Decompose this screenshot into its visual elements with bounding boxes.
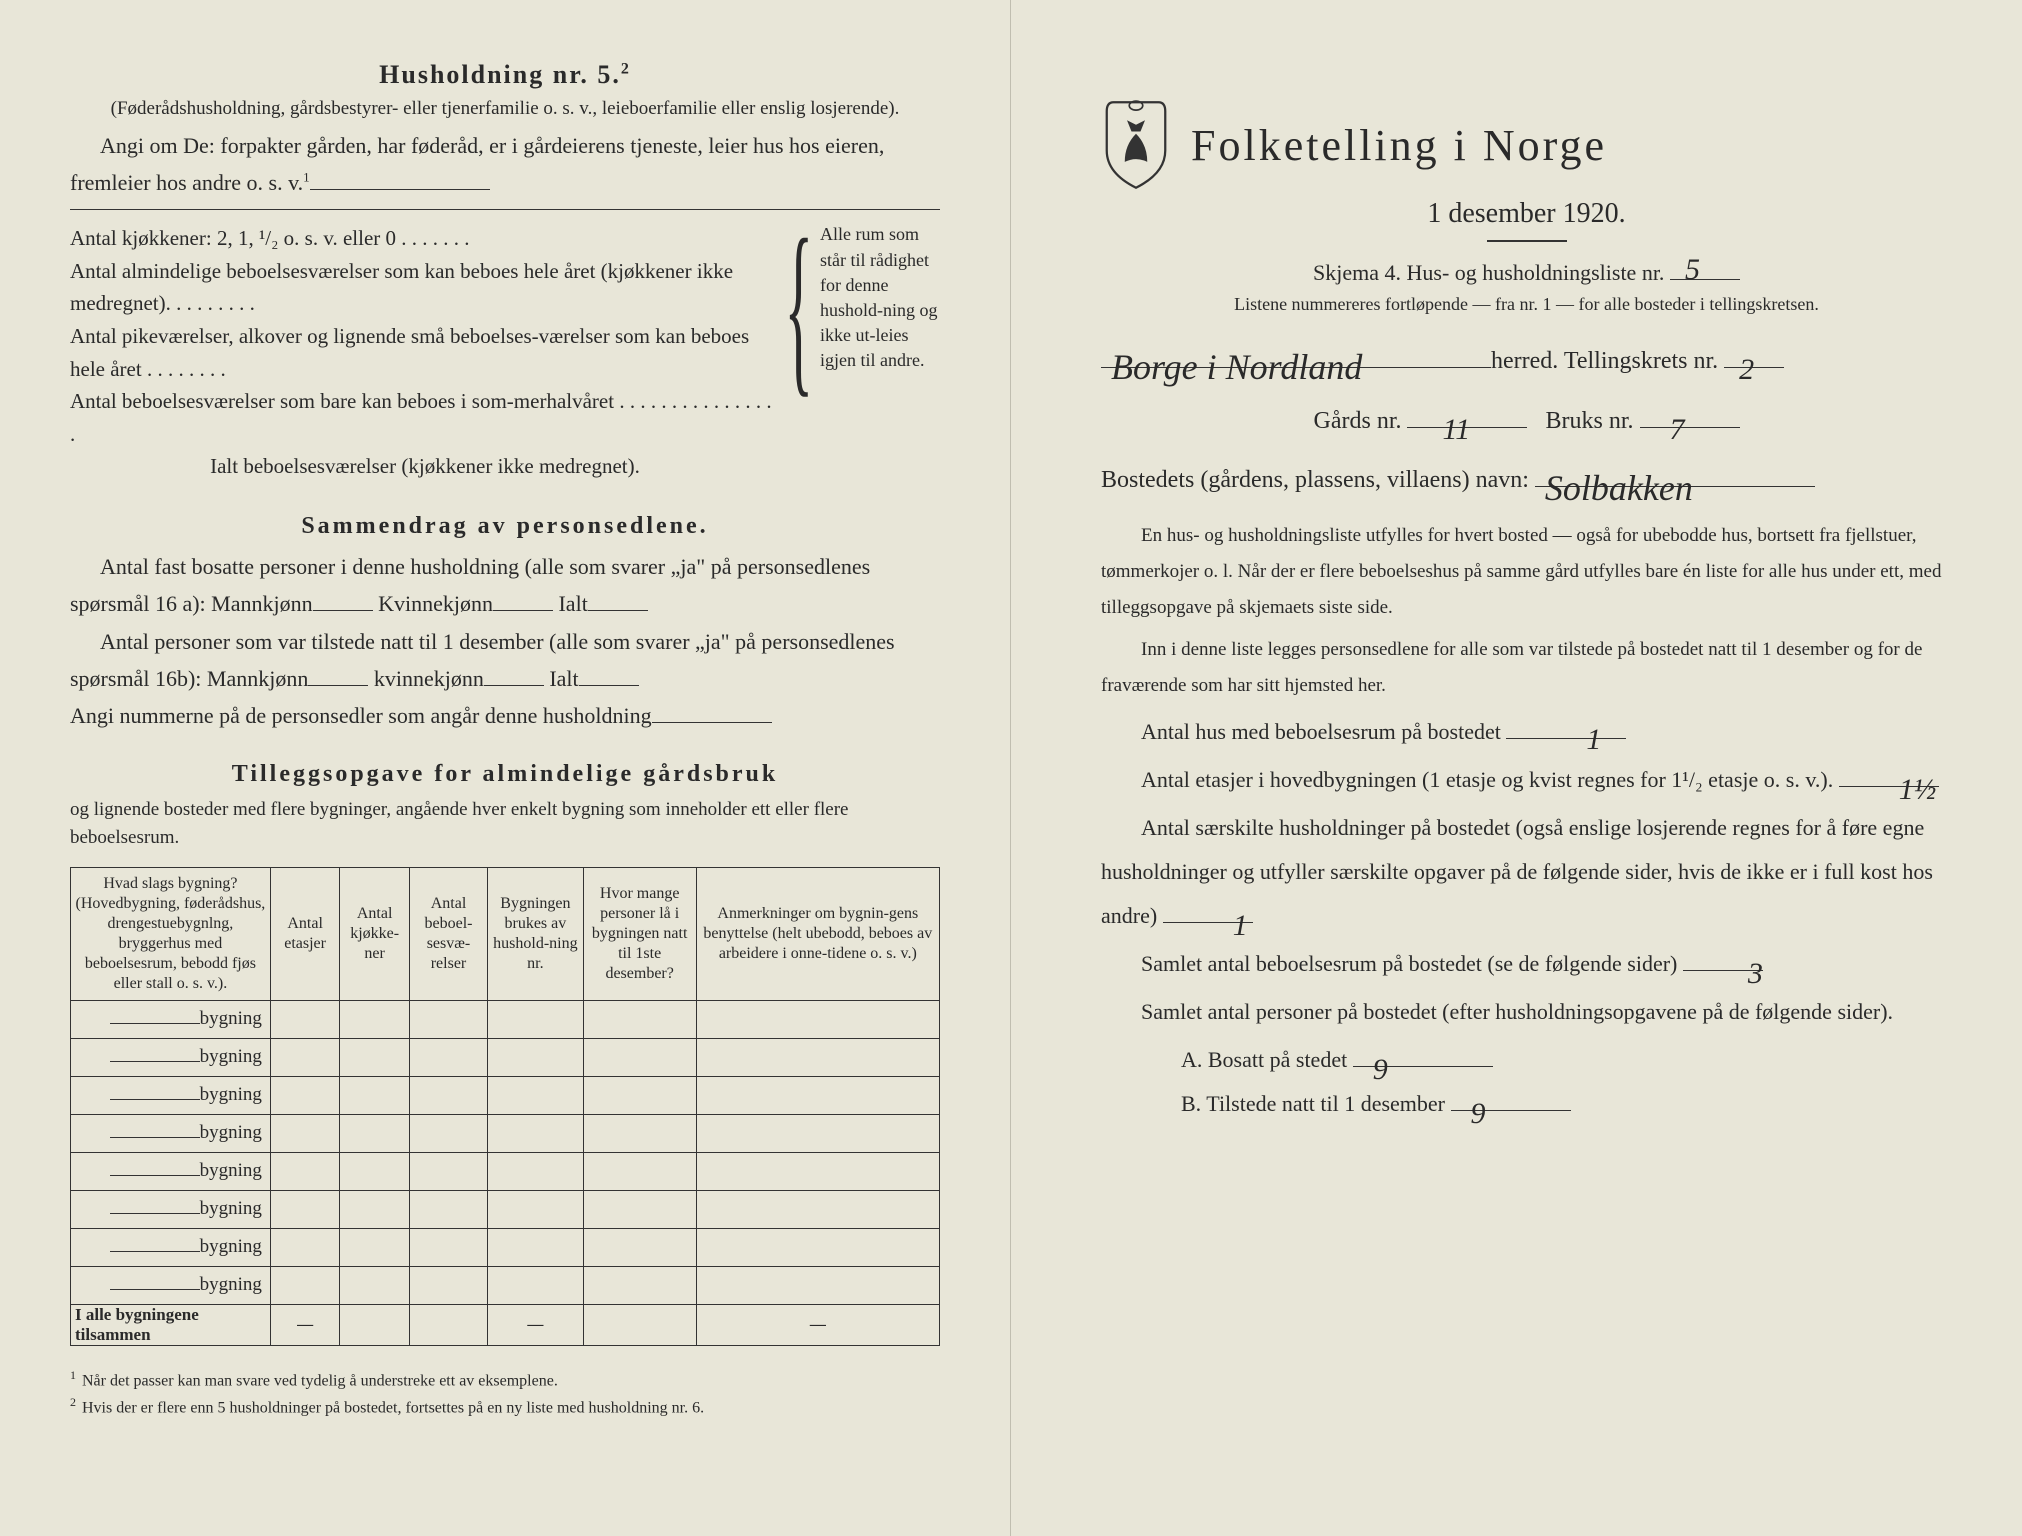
- sum-l2c: Ialt: [549, 666, 578, 691]
- table-row: bygning: [71, 1228, 940, 1266]
- qb-value: 9: [1471, 1084, 1486, 1144]
- h5-sup: 2: [621, 60, 631, 77]
- bruks-value: 7: [1670, 401, 1685, 458]
- summer-rooms-line: Antal beboelsesværelser som bare kan beb…: [70, 385, 780, 450]
- list-note: Listene nummereres fortløpende — fra nr.…: [1101, 294, 1952, 315]
- summary-line2: Antal personer som var tilstede natt til…: [70, 623, 940, 698]
- th-kitchens: Antal kjøkke-ner: [340, 867, 410, 1000]
- bosted-value: Solbakken: [1545, 454, 1693, 522]
- q2-line: Antal etasjer i hovedbygningen (1 etasje…: [1101, 758, 1952, 802]
- tillegg-title: Tilleggsopgave for almindelige gårdsbruk: [70, 761, 940, 788]
- gards-line: Gårds nr. 11 Bruks nr. 7: [1101, 399, 1952, 445]
- q5-line: Samlet antal personer på bostedet (efter…: [1101, 990, 1952, 1034]
- table-row: bygning: [71, 1038, 940, 1076]
- household5-title: Husholdning nr. 5.2: [70, 60, 940, 90]
- rooms-brace-section: Antal kjøkkener: 2, 1, ¹/₂ o. s. v. elle…: [70, 222, 940, 482]
- footnote-1: Når det passer kan man svare ved tydelig…: [82, 1372, 558, 1389]
- footnotes: 1Når det passer kan man svare ved tydeli…: [70, 1366, 940, 1421]
- gards-value: 11: [1442, 401, 1470, 458]
- sum-l3: Angi nummerne på de personsedler som ang…: [70, 703, 652, 728]
- summary-line3: Angi nummerne på de personsedler som ang…: [70, 697, 940, 734]
- total-rooms-line: Ialt beboelsesværelser (kjøkkener ikke m…: [70, 450, 780, 483]
- kitchens-line: Antal kjøkkener: 2, 1, ¹/₂ o. s. v. elle…: [70, 222, 780, 255]
- census-date: 1 desember 1920.: [1101, 198, 1952, 230]
- qb-line: B. Tilstede natt til 1 desember 9: [1181, 1082, 1952, 1126]
- coat-of-arms-icon: [1101, 100, 1171, 190]
- q1-label: Antal hus med beboelsesrum på bostedet: [1141, 719, 1501, 744]
- census-title: Folketelling i Norge: [1191, 120, 1607, 171]
- th-remarks: Anmerkninger om bygnin-gens benyttelse (…: [696, 867, 939, 1000]
- schema-label: Skjema 4. Hus- og husholdningsliste nr.: [1313, 260, 1664, 285]
- summary-line1: Antal fast bosatte personer i denne hush…: [70, 548, 940, 623]
- schema-line: Skjema 4. Hus- og husholdningsliste nr. …: [1101, 260, 1952, 286]
- th-floors: Antal etasjer: [270, 867, 340, 1000]
- bygning-label: bygning: [200, 1160, 262, 1181]
- q3-value: 1: [1193, 896, 1248, 956]
- schema-value: 5: [1685, 253, 1700, 287]
- rooms-year-line: Antal almindelige beboelsesværelser som …: [70, 255, 780, 320]
- info-para-1: En hus- og husholdningsliste utfylles fo…: [1101, 518, 1952, 626]
- bygning-label: bygning: [200, 1274, 262, 1295]
- th-household-nr: Bygningen brukes av hushold-ning nr.: [488, 867, 584, 1000]
- bosted-label: Bostedets (gårdens, plassens, villaens) …: [1101, 467, 1529, 493]
- herred-suffix: herred. Tellingskrets nr.: [1491, 348, 1718, 374]
- q2-value: 1½: [1859, 760, 1937, 820]
- sum-l1c: Ialt: [558, 591, 587, 616]
- qa-value: 9: [1373, 1040, 1388, 1100]
- footnote-2: Hvis der er flere enn 5 husholdninger på…: [82, 1399, 704, 1416]
- bygning-label: bygning: [200, 1122, 262, 1143]
- table-row: bygning: [71, 1266, 940, 1304]
- th-building-type: Hvad slags bygning? (Hovedbygning, føder…: [71, 867, 271, 1000]
- herred-line: Borge i Nordlandherred. Tellingskrets nr…: [1101, 339, 1952, 385]
- sum-l1b: Kvinnekjønn: [378, 591, 493, 616]
- h5-paren: (Føderådshusholdning, gårdsbestyrer- ell…: [70, 96, 940, 123]
- bygning-label: bygning: [200, 1046, 262, 1067]
- qa-line: A. Bosatt på stedet 9: [1181, 1038, 1952, 1082]
- q1-value: 1: [1546, 710, 1601, 770]
- gards-label: Gårds nr.: [1314, 408, 1402, 434]
- table-row: bygning: [71, 1190, 940, 1228]
- sum-l2b: kvinnekjønn: [374, 666, 484, 691]
- qa-label: A. Bosatt på stedet: [1181, 1047, 1347, 1072]
- q1-line: Antal hus med beboelsesrum på bostedet 1: [1101, 710, 1952, 754]
- maid-rooms-line: Antal pikeværelser, alkover og lignende …: [70, 320, 780, 385]
- h5-line1: Angi om De: forpakter gården, har føderå…: [70, 127, 940, 202]
- q4-value: 3: [1708, 944, 1763, 1004]
- tillegg-sub: og lignende bosteder med flere bygninger…: [70, 796, 940, 853]
- sum-label: I alle bygningene tilsammen: [71, 1304, 271, 1345]
- right-page: Folketelling i Norge 1 desember 1920. Sk…: [1011, 0, 2022, 1536]
- brace-text: Alle rum som står til rådighet for denne…: [810, 222, 940, 482]
- divider-icon: [1487, 240, 1567, 242]
- table-row: bygning: [71, 1076, 940, 1114]
- h5-title-text: Husholdning nr. 5.: [379, 60, 621, 89]
- qb-label: B. Tilstede natt til 1 desember: [1181, 1091, 1445, 1116]
- brace-icon: {: [780, 222, 810, 482]
- krets-value: 2: [1739, 341, 1754, 398]
- bygning-label: bygning: [200, 1236, 262, 1257]
- bygning-label: bygning: [200, 1198, 262, 1219]
- q3-line: Antal særskilte husholdninger på bostede…: [1101, 806, 1952, 938]
- sum-row: I alle bygningene tilsammen———: [71, 1304, 940, 1345]
- left-page: Husholdning nr. 5.2 (Føderådshusholdning…: [0, 0, 1011, 1536]
- table-row: bygning: [71, 1114, 940, 1152]
- bygning-label: bygning: [200, 1084, 262, 1105]
- q2-label: Antal etasjer i hovedbygningen (1 etasje…: [1141, 767, 1833, 792]
- table-row: bygning: [71, 1000, 940, 1038]
- h5-line1-text: Angi om De: forpakter gården, har føderå…: [70, 133, 884, 195]
- herred-value: Borge i Nordland: [1111, 333, 1362, 401]
- building-table: Hvad slags bygning? (Hovedbygning, føder…: [70, 867, 940, 1346]
- info-para-2: Inn i denne liste legges personsedlene f…: [1101, 632, 1952, 704]
- th-rooms: Antal beboel-sesvæ-relser: [409, 867, 487, 1000]
- th-persons-night: Hvor mange personer lå i bygningen natt …: [583, 867, 696, 1000]
- header-row: Folketelling i Norge: [1101, 100, 1952, 190]
- bygning-label: bygning: [200, 1008, 262, 1029]
- table-row: bygning: [71, 1152, 940, 1190]
- summary-title: Sammendrag av personsedlene.: [70, 513, 940, 540]
- bosted-line: Bostedets (gårdens, plassens, villaens) …: [1101, 458, 1952, 504]
- bruks-label: Bruks nr.: [1545, 408, 1633, 434]
